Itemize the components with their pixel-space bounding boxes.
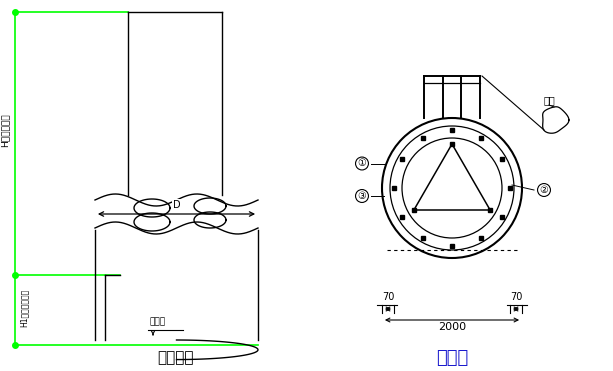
Text: 桩截面: 桩截面 [436, 349, 468, 367]
Text: 焊接: 焊接 [543, 95, 555, 105]
Text: H（桩身长）: H（桩身长） [1, 113, 9, 147]
Text: ①: ① [357, 158, 367, 168]
Text: D: D [173, 200, 180, 210]
Text: 2000: 2000 [438, 322, 466, 332]
Text: 持力层: 持力层 [150, 318, 166, 326]
Text: H1（入岩深度）: H1（入岩深度） [20, 289, 28, 327]
Text: 70: 70 [510, 292, 522, 302]
Text: ③: ③ [357, 191, 367, 201]
Text: 70: 70 [382, 292, 394, 302]
Text: 桩身大样: 桩身大样 [158, 351, 194, 365]
Text: ②: ② [539, 185, 549, 195]
